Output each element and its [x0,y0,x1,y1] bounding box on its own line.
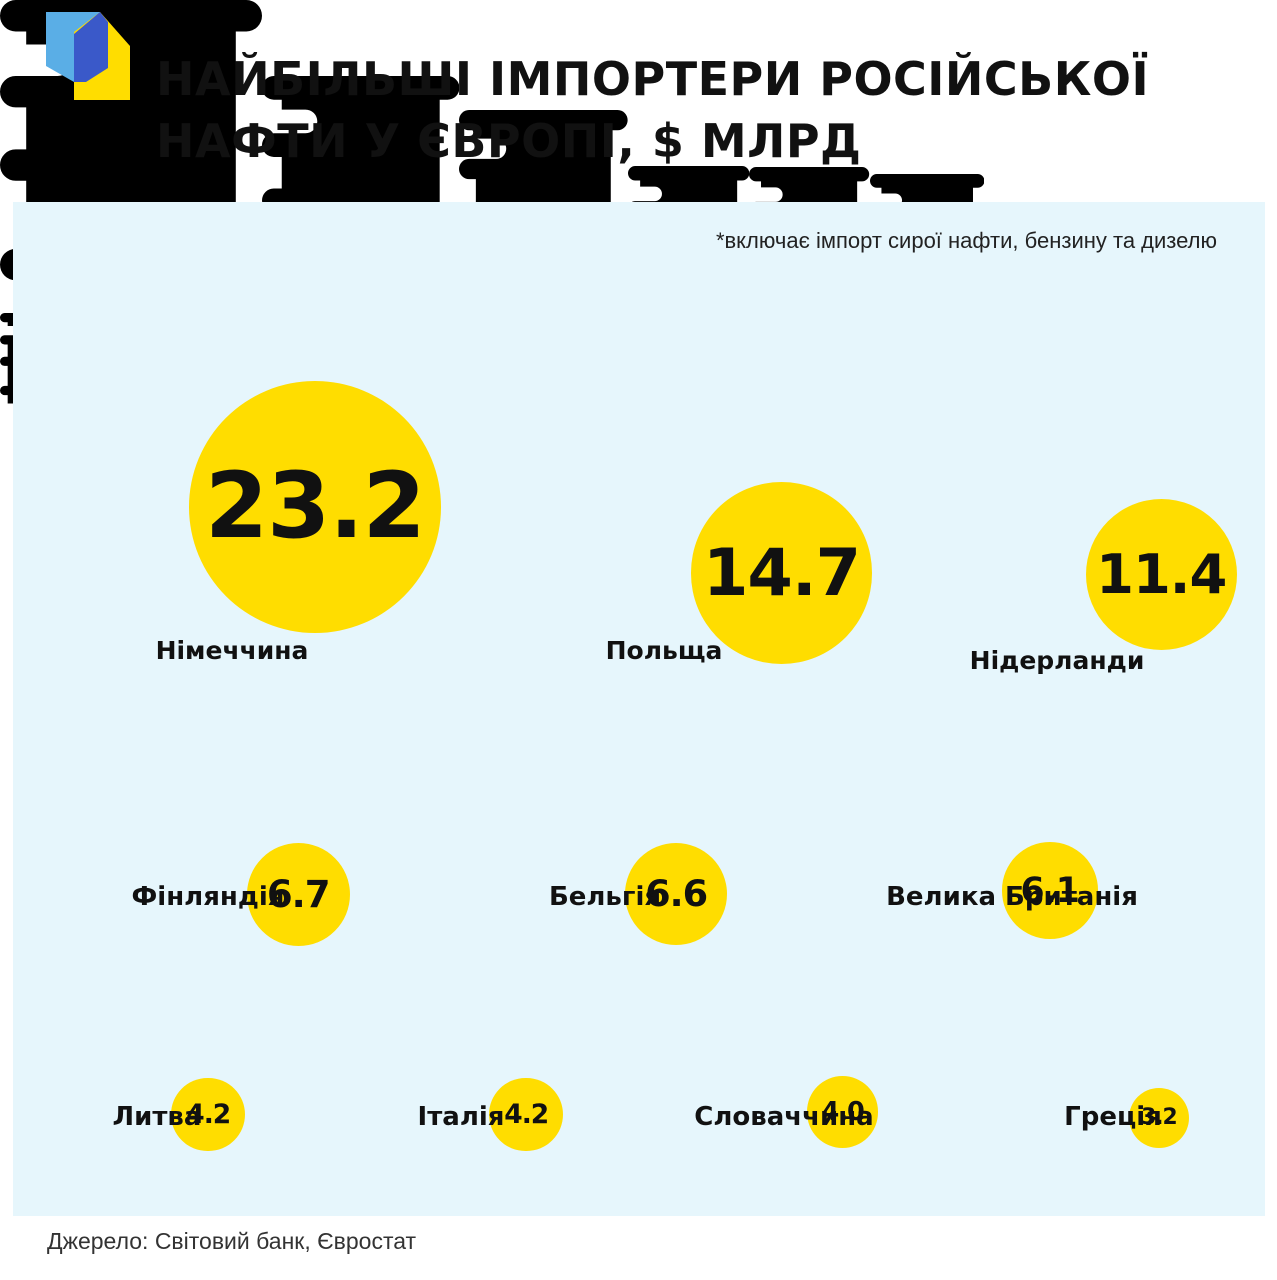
country-label: Бельгія [548,882,662,912]
value-bubble: 4.2 [171,1077,246,1152]
country-label: Велика Британія [886,882,1138,912]
value-bubble: 11.4 [1085,498,1237,650]
value-bubble: 6.7 [246,843,350,947]
value-bubble: 6.1 [1001,842,1098,939]
chart-panel [13,202,1265,1216]
value-bubble: 6.6 [625,842,728,945]
country-label: Литва [112,1102,202,1132]
value-bubble: 23.2 [188,380,441,633]
chart-title: НАЙБІЛЬШІ ІМПОРТЕРИ РОСІЙСЬКОЇ НАФТИ У Є… [156,52,1150,168]
value-bubble: 3.2 [1128,1087,1190,1149]
value-bubble: 4.2 [489,1077,564,1152]
footnote: *включає імпорт сирої нафти, бензину та … [715,228,1217,253]
country-label: Польща [605,636,723,665]
country-label: Італія [417,1102,505,1132]
country-label: Фінляндія [131,882,285,912]
country-label: Греція [1064,1102,1162,1132]
value-bubble: 4.0 [807,1076,879,1148]
logo-icon [46,12,130,100]
country-label: Нідерланди [969,646,1145,675]
country-label: Словаччина [694,1102,874,1132]
value-bubble: 14.7 [690,482,873,664]
source-note: Джерело: Світовий банк, Євростат [47,1228,417,1254]
chart-area: 23.2 Німеччина 14.7 Польща 11.4 Нідерланди 6.7… [0,0,1277,1152]
country-label: Німеччина [155,636,309,665]
